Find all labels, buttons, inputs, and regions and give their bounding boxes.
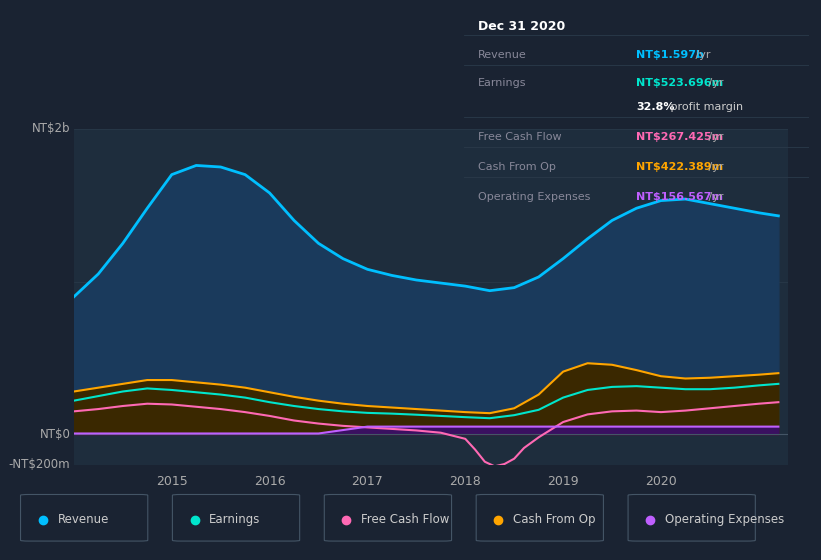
- Text: Cash From Op: Cash From Op: [478, 162, 556, 172]
- Text: Revenue: Revenue: [478, 50, 526, 60]
- Text: NT$0: NT$0: [39, 428, 71, 441]
- Text: NT$2b: NT$2b: [32, 122, 71, 136]
- Text: NT$523.696m: NT$523.696m: [636, 78, 723, 88]
- Text: Operating Expenses: Operating Expenses: [478, 192, 590, 202]
- Text: NT$422.389m: NT$422.389m: [636, 162, 723, 172]
- Text: NT$1.597b: NT$1.597b: [636, 50, 704, 60]
- Text: Free Cash Flow: Free Cash Flow: [478, 132, 562, 142]
- Text: 32.8%: 32.8%: [636, 102, 675, 112]
- Text: profit margin: profit margin: [667, 102, 744, 112]
- Text: /yr: /yr: [704, 132, 723, 142]
- Text: Revenue: Revenue: [57, 514, 109, 526]
- Text: Earnings: Earnings: [478, 78, 526, 88]
- Text: /yr: /yr: [704, 78, 723, 88]
- Text: /yr: /yr: [704, 192, 723, 202]
- Text: /yr: /yr: [704, 162, 723, 172]
- Text: NT$267.425m: NT$267.425m: [636, 132, 723, 142]
- Text: -NT$200m: -NT$200m: [9, 458, 71, 472]
- Text: Operating Expenses: Operating Expenses: [665, 514, 784, 526]
- Text: /yr: /yr: [692, 50, 711, 60]
- Text: Dec 31 2020: Dec 31 2020: [478, 20, 565, 33]
- Text: NT$156.567m: NT$156.567m: [636, 192, 723, 202]
- Text: Cash From Op: Cash From Op: [513, 514, 595, 526]
- Text: Earnings: Earnings: [209, 514, 261, 526]
- Text: Free Cash Flow: Free Cash Flow: [361, 514, 450, 526]
